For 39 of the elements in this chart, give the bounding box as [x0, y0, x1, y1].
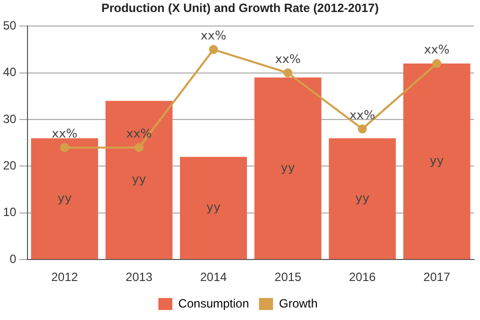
y-tick-label: 30 — [2, 112, 17, 126]
x-tick-label: 2016 — [348, 270, 376, 284]
x-tick-label: 2013 — [126, 270, 153, 284]
legend-label: Growth — [279, 296, 318, 310]
bar — [31, 138, 98, 260]
data-label: yy — [57, 190, 72, 205]
y-tick-label: 50 — [2, 18, 17, 33]
data-label: xx% — [52, 126, 78, 141]
y-tick-label: 10 — [2, 205, 17, 220]
bar — [328, 138, 396, 260]
x-tick-label: 2017 — [423, 270, 450, 284]
data-label: xx% — [424, 42, 450, 57]
data-label: yy — [132, 172, 146, 186]
legend-label: Consumption — [178, 296, 250, 310]
data-label: xx% — [275, 52, 301, 66]
data-label: xx% — [126, 126, 152, 141]
data-label: xx% — [350, 108, 376, 122]
point — [432, 59, 442, 68]
bar — [403, 64, 470, 260]
chart-title: Production (X Unit) and Growth Rate (2012-2017) — [100, 0, 380, 16]
bar — [106, 100, 173, 260]
bar — [254, 78, 322, 260]
y-tick-label: 40 — [2, 65, 17, 80]
x-tick-label: 2014 — [200, 270, 228, 284]
point — [60, 143, 70, 152]
point — [134, 143, 144, 152]
x-tick-label: 2012 — [51, 270, 78, 284]
point — [283, 68, 292, 78]
point — [208, 45, 218, 54]
data-label: yy — [206, 200, 221, 214]
data-label: yy — [355, 190, 370, 205]
x-tick-label: 2015 — [274, 270, 302, 284]
point — [358, 124, 367, 134]
data-label: xx% — [200, 28, 226, 43]
data-label: yy — [430, 153, 444, 168]
y-tick-label: 0 — [10, 252, 17, 266]
bar — [180, 156, 247, 260]
y-tick-label: 20 — [2, 158, 17, 173]
data-label: yy — [280, 160, 295, 174]
